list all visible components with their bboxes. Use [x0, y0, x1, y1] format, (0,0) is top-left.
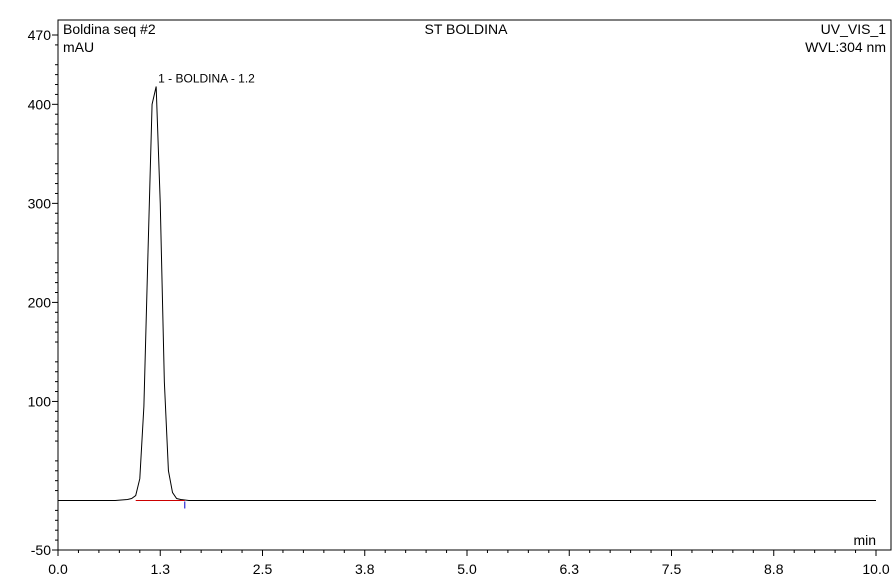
y-tick-label: 300: [28, 195, 52, 211]
chromatogram-trace: [58, 86, 876, 501]
x-axis-label: min: [853, 532, 876, 548]
y-tick-label: -50: [31, 542, 51, 558]
x-tick-label: 10.0: [862, 561, 889, 577]
y-axis-label: mAU: [63, 39, 94, 55]
x-tick-label: 2.5: [253, 561, 273, 577]
header-channel: UV_VIS_1: [821, 21, 887, 37]
header-title: ST BOLDINA: [425, 21, 509, 37]
x-tick-label: 5.0: [457, 561, 477, 577]
x-tick-label: 7.5: [662, 561, 682, 577]
x-tick-label: 6.3: [560, 561, 580, 577]
x-tick-label: 3.8: [355, 561, 375, 577]
plot-frame: [57, 19, 892, 551]
y-tick-label: 400: [28, 96, 52, 112]
y-tick-label: 100: [28, 393, 52, 409]
x-tick-label: 0.0: [48, 561, 68, 577]
x-tick-label: 8.8: [764, 561, 784, 577]
peak-label: 1 - BOLDINA - 1.2: [158, 72, 255, 86]
x-tick-label: 1.3: [151, 561, 171, 577]
y-tick-label: 470: [28, 27, 52, 43]
header-wavelength: WVL:304 nm: [805, 39, 886, 55]
y-tick-label: 200: [28, 294, 52, 310]
header-sequence: Boldina seq #2: [63, 21, 156, 37]
